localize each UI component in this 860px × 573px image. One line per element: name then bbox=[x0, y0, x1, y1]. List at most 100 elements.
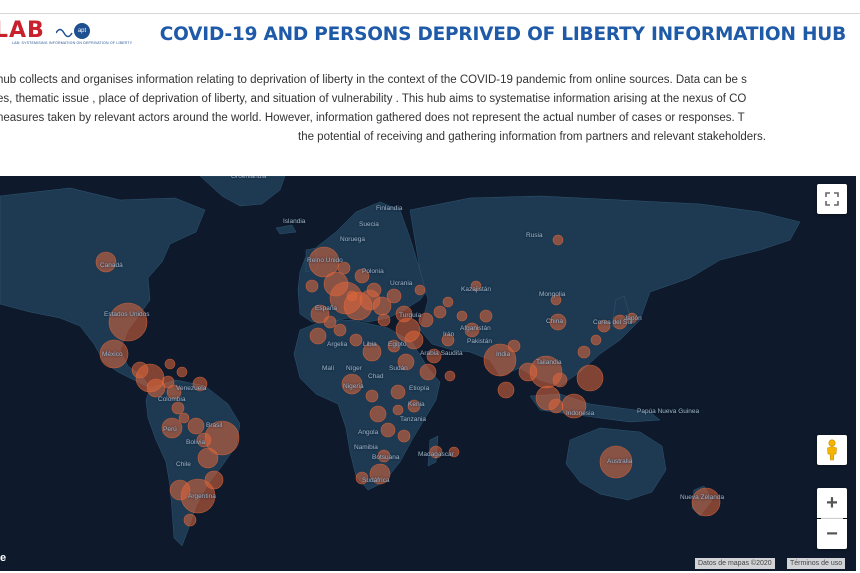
covid-marker[interactable] bbox=[576, 364, 604, 392]
covid-marker[interactable] bbox=[183, 513, 197, 527]
landmass-group bbox=[0, 176, 801, 547]
covid-marker[interactable] bbox=[310, 304, 330, 324]
fullscreen-icon bbox=[825, 192, 839, 206]
covid-marker[interactable] bbox=[548, 398, 564, 414]
description-line: hub collects and organises information r… bbox=[0, 74, 747, 86]
covid-marker[interactable] bbox=[166, 384, 182, 400]
covid-marker[interactable] bbox=[323, 315, 337, 329]
covid-marker[interactable] bbox=[146, 378, 166, 398]
covid-marker[interactable] bbox=[441, 333, 455, 347]
covid-marker[interactable] bbox=[552, 234, 564, 246]
covid-marker[interactable] bbox=[612, 314, 628, 330]
zoom-in-button[interactable]: + bbox=[817, 488, 847, 518]
covid-marker[interactable] bbox=[380, 422, 396, 438]
covid-marker[interactable] bbox=[164, 358, 176, 370]
covid-marker[interactable] bbox=[377, 449, 391, 463]
covid-marker[interactable] bbox=[355, 471, 369, 485]
covid-marker[interactable] bbox=[161, 417, 183, 439]
world-map[interactable]: Groenlandia Islandia Finlandia Suecia Norueg… bbox=[0, 176, 856, 571]
covid-marker[interactable] bbox=[108, 302, 148, 342]
covid-marker[interactable] bbox=[429, 445, 443, 459]
land-greenland bbox=[199, 176, 286, 207]
covid-marker[interactable] bbox=[369, 405, 387, 423]
covid-marker[interactable] bbox=[337, 261, 351, 275]
covid-marker[interactable] bbox=[418, 312, 434, 328]
covid-marker[interactable] bbox=[369, 463, 391, 485]
covid-marker[interactable] bbox=[552, 372, 568, 388]
covid-marker[interactable] bbox=[419, 363, 437, 381]
covid-marker[interactable] bbox=[99, 339, 129, 369]
covid-marker[interactable] bbox=[442, 296, 454, 308]
logo-badge: apt bbox=[74, 23, 90, 39]
covid-marker[interactable] bbox=[426, 348, 442, 364]
covid-marker[interactable] bbox=[597, 319, 611, 333]
covid-marker[interactable] bbox=[577, 345, 591, 359]
covid-marker[interactable] bbox=[550, 294, 562, 306]
covid-marker[interactable] bbox=[362, 342, 382, 362]
covid-marker[interactable] bbox=[171, 401, 185, 415]
covid-marker[interactable] bbox=[354, 268, 370, 284]
covid-marker[interactable] bbox=[366, 282, 382, 298]
covid-marker[interactable] bbox=[599, 445, 633, 479]
covid-marker[interactable] bbox=[561, 393, 587, 419]
covid-marker[interactable] bbox=[386, 288, 402, 304]
covid-marker[interactable] bbox=[549, 313, 567, 331]
covid-marker[interactable] bbox=[392, 404, 404, 416]
top-divider bbox=[0, 13, 860, 14]
covid-marker[interactable] bbox=[341, 373, 363, 395]
covid-marker[interactable] bbox=[187, 417, 205, 435]
description-line: es, thematic issue , place of deprivatio… bbox=[0, 93, 747, 105]
covid-marker[interactable] bbox=[169, 479, 191, 501]
covid-marker[interactable] bbox=[333, 323, 347, 337]
lab-logo[interactable]: LAB apt LAB: SYSTEMISING INFORMATION ON … bbox=[0, 18, 132, 48]
covid-marker[interactable] bbox=[178, 412, 190, 424]
map-data-attribution[interactable]: Datos de mapas ©2020 bbox=[695, 558, 775, 569]
covid-marker[interactable] bbox=[483, 343, 517, 377]
covid-marker[interactable] bbox=[691, 487, 721, 517]
covid-marker[interactable] bbox=[456, 310, 468, 322]
covid-marker[interactable] bbox=[390, 384, 406, 400]
description-line: the potential of receiving and gathering… bbox=[298, 131, 766, 143]
covid-marker[interactable] bbox=[507, 339, 521, 353]
fullscreen-button[interactable] bbox=[817, 184, 847, 214]
covid-marker[interactable] bbox=[387, 339, 401, 353]
covid-marker[interactable] bbox=[349, 333, 363, 347]
covid-marker[interactable] bbox=[305, 279, 319, 293]
covid-marker[interactable] bbox=[590, 334, 602, 346]
map-canvas[interactable] bbox=[0, 176, 856, 571]
zoom-out-button[interactable]: − bbox=[817, 519, 847, 549]
covid-marker[interactable] bbox=[464, 322, 480, 338]
description-line: neasures taken by relevant actors around… bbox=[0, 112, 745, 124]
covid-marker[interactable] bbox=[176, 366, 188, 378]
google-logo: e bbox=[0, 552, 7, 564]
covid-marker[interactable] bbox=[404, 330, 424, 350]
covid-marker[interactable] bbox=[407, 399, 421, 413]
covid-marker[interactable] bbox=[395, 305, 413, 323]
terms-of-use-link[interactable]: Términos de uso bbox=[787, 558, 846, 569]
covid-marker[interactable] bbox=[196, 432, 212, 448]
covid-marker[interactable] bbox=[397, 429, 411, 443]
covid-marker[interactable] bbox=[377, 313, 391, 327]
covid-marker[interactable] bbox=[192, 376, 208, 392]
land-asia bbox=[409, 195, 801, 387]
covid-marker[interactable] bbox=[479, 309, 493, 323]
covid-marker[interactable] bbox=[309, 327, 327, 345]
street-view-button[interactable] bbox=[817, 435, 847, 465]
covid-marker[interactable] bbox=[448, 446, 460, 458]
covid-marker[interactable] bbox=[397, 353, 415, 371]
covid-marker[interactable] bbox=[626, 312, 638, 324]
covid-marker[interactable] bbox=[444, 370, 456, 382]
covid-marker[interactable] bbox=[308, 246, 340, 278]
covid-marker[interactable] bbox=[433, 305, 447, 319]
pegman-icon bbox=[827, 439, 837, 461]
covid-marker[interactable] bbox=[197, 447, 219, 469]
covid-marker[interactable] bbox=[470, 280, 482, 292]
covid-marker[interactable] bbox=[414, 284, 426, 296]
covid-marker[interactable] bbox=[346, 290, 358, 302]
logo-subtext: LAB: SYSTEMISING INFORMATION ON DEPRIVAT… bbox=[12, 41, 133, 45]
covid-marker[interactable] bbox=[497, 381, 515, 399]
marker-group[interactable] bbox=[95, 234, 721, 527]
covid-marker[interactable] bbox=[365, 389, 379, 403]
land-iceland bbox=[275, 224, 297, 235]
covid-marker[interactable] bbox=[95, 251, 117, 273]
